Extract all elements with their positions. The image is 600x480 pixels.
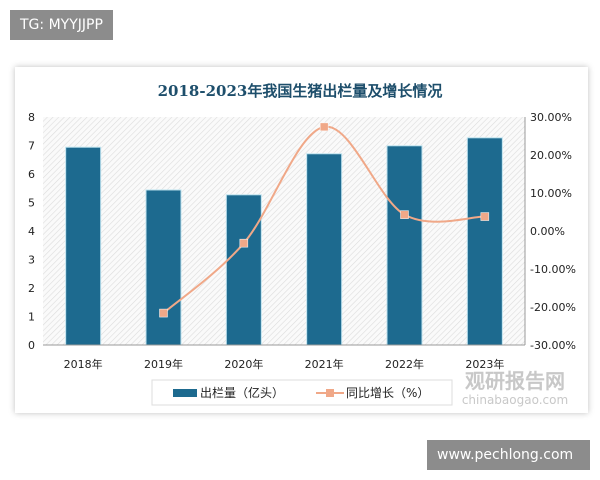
- x-tick-label: 2019年: [144, 357, 183, 371]
- y2-tick-label: 10.00%: [530, 187, 572, 200]
- legend: [151, 379, 453, 406]
- growth-point: [159, 308, 168, 318]
- bar: [225, 194, 262, 346]
- x-tick-label: 2018年: [64, 357, 103, 371]
- x-tick-label: 2021年: [305, 357, 344, 371]
- legend-line-marker: [326, 389, 334, 397]
- y-tick-label: 8: [28, 111, 35, 124]
- legend-line-label: 同比增长（%）: [346, 386, 429, 400]
- bottom-site-tag: www.pechlong.com: [427, 440, 590, 470]
- growth-point: [239, 238, 249, 248]
- y2-tick-label: 20.00%: [530, 149, 572, 162]
- growth-point: [319, 122, 329, 132]
- y-tick-label: 4: [28, 225, 35, 238]
- y2-tick-label: 0.00%: [530, 225, 565, 238]
- x-tick-label: 2022年: [385, 357, 424, 371]
- top-tag: TG: MYYJJPP: [10, 10, 113, 40]
- x-tick-label: 2020年: [224, 357, 263, 371]
- y2-tick-label: 30.00%: [530, 111, 572, 124]
- y-tick-label: 1: [28, 311, 35, 324]
- bar: [306, 153, 343, 346]
- chart-title: 2018-2023年我国生猪出栏量及增长情况: [158, 82, 443, 100]
- bar: [386, 145, 423, 346]
- y2-tick-label: -10.00%: [530, 263, 576, 276]
- growth-point: [480, 212, 490, 221]
- x-tick-label: 2023年: [465, 357, 504, 371]
- legend-bar-swatch: [173, 389, 197, 397]
- y2-tick-label: -30.00%: [530, 339, 576, 352]
- y-tick-label: 3: [28, 254, 35, 267]
- y-tick-label: 2: [28, 282, 35, 295]
- y-tick-label: 6: [28, 168, 35, 181]
- bar: [65, 146, 102, 346]
- y2-tick-label: -20.00%: [530, 301, 576, 314]
- bar: [466, 137, 503, 346]
- y-tick-label: 5: [28, 197, 35, 210]
- growth-point: [400, 210, 409, 219]
- y-tick-label: 7: [28, 140, 35, 153]
- watermark-en: chinabaogao.com: [462, 393, 568, 407]
- legend-bar-label: 出栏量（亿头）: [200, 385, 284, 400]
- plot-area: [43, 117, 525, 345]
- watermark-cn: 观研报告网: [465, 369, 565, 393]
- y-tick-label: 0: [28, 339, 35, 352]
- bar: [145, 189, 182, 346]
